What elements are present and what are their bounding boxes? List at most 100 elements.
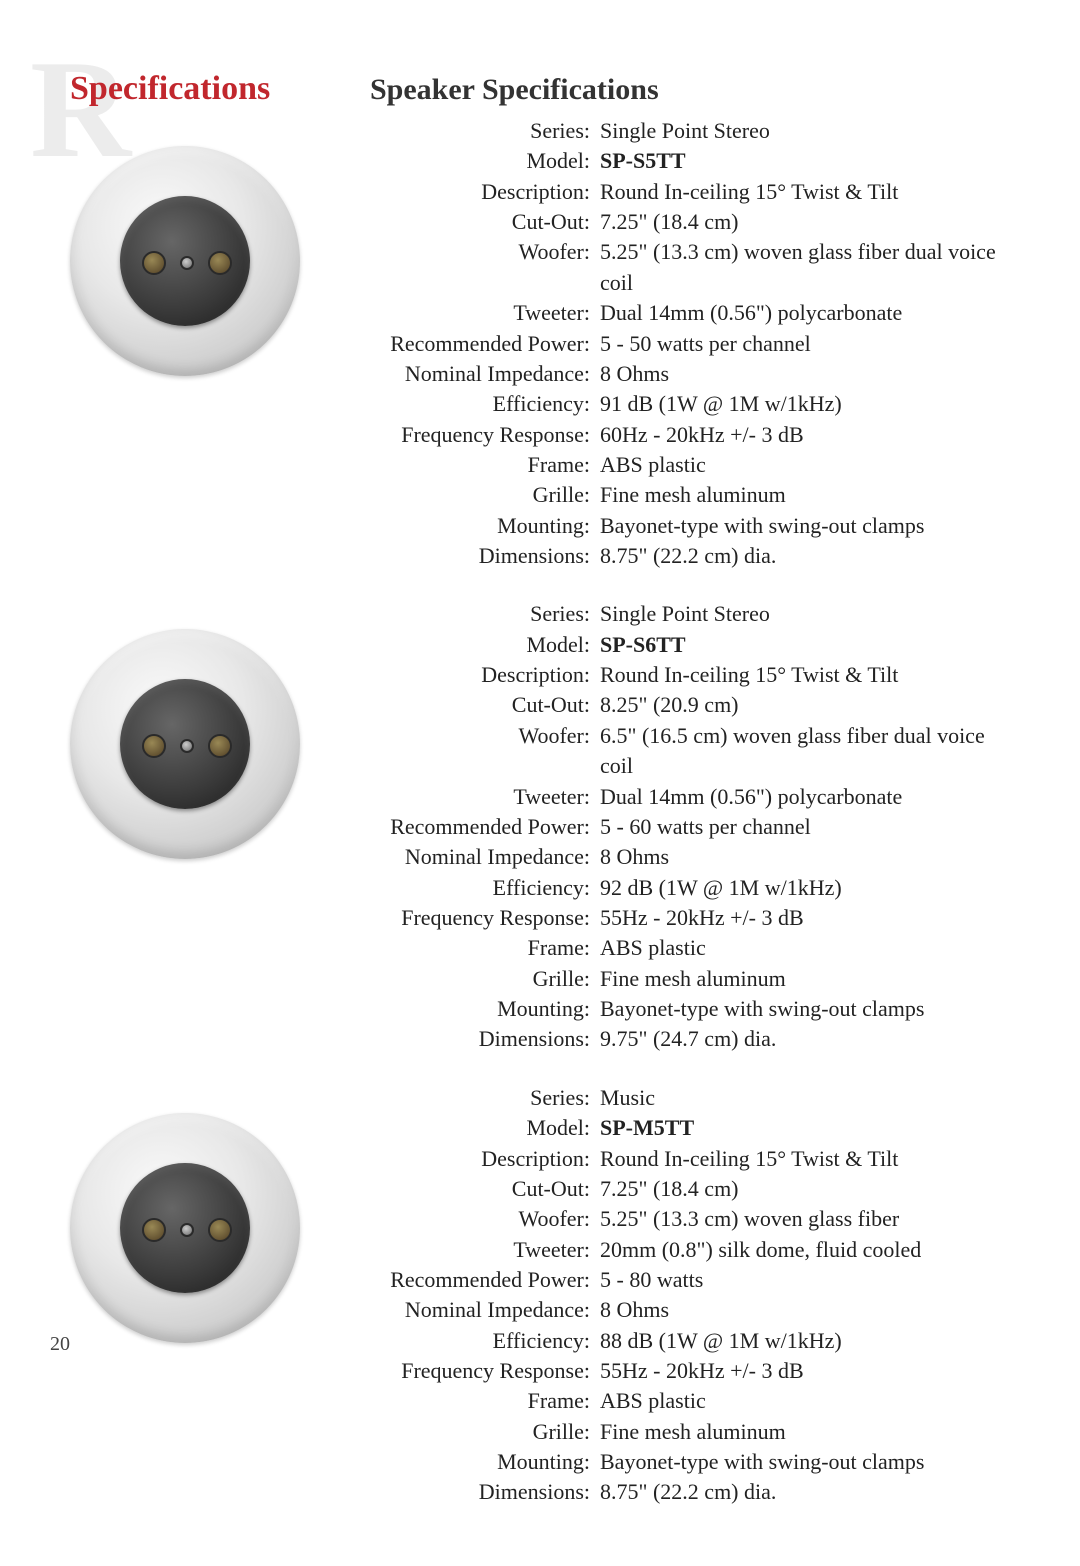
tweeter-icon (208, 251, 232, 275)
spec-row: Frame:ABS plastic (370, 933, 1010, 963)
product-block: Series:Single Point StereoModel:SP-S5TT D… (70, 116, 1010, 571)
spec-value: Dual 14mm (0.56") polycarbonate (600, 782, 1010, 812)
tweeter-center-icon (180, 1223, 194, 1237)
product-image-column (70, 599, 370, 1054)
spec-value: ABS plastic (600, 450, 1010, 480)
spec-row: Nominal Impedance:8 Ohms (370, 842, 1010, 872)
spec-label: Efficiency: (370, 873, 600, 903)
spec-label: Mounting: (370, 511, 600, 541)
spec-value: 60Hz - 20kHz +/- 3 dB (600, 420, 1010, 450)
spec-row: Mounting:Bayonet-type with swing-out cla… (370, 994, 1010, 1024)
spec-value: Music (600, 1083, 1010, 1113)
spec-label: Frame: (370, 450, 600, 480)
spec-label: Tweeter: (370, 782, 600, 812)
speaker-image (70, 1113, 300, 1343)
spec-value: Bayonet-type with swing-out clamps (600, 1447, 1010, 1477)
spec-label: Model: (370, 1113, 600, 1143)
spec-row: Recommended Power:5 - 50 watts per chann… (370, 329, 1010, 359)
spec-value: Single Point Stereo (600, 599, 1010, 629)
spec-value: 8.75" (22.2 cm) dia. (600, 1477, 1010, 1507)
spec-label: Cut-Out: (370, 690, 600, 720)
page-number: 20 (50, 1333, 70, 1356)
spec-value: Fine mesh aluminum (600, 1417, 1010, 1447)
spec-table: Series:MusicModel:SP-M5TTDescription:Rou… (370, 1083, 1010, 1508)
spec-label: Series: (370, 599, 600, 629)
speaker-image (70, 146, 300, 376)
spec-row: Grille:Fine mesh aluminum (370, 1417, 1010, 1447)
spec-value: 5 - 60 watts per channel (600, 812, 1010, 842)
spec-label: Woofer: (370, 721, 600, 782)
spec-row: Efficiency:88 dB (1W @ 1M w/1kHz) (370, 1326, 1010, 1356)
spec-row: Efficiency:92 dB (1W @ 1M w/1kHz) (370, 873, 1010, 903)
spec-label: Nominal Impedance: (370, 359, 600, 389)
spec-value: 8.25" (20.9 cm) (600, 690, 1010, 720)
spec-row: Dimensions:9.75" (24.7 cm) dia. (370, 1024, 1010, 1054)
spec-row: Woofer:6.5" (16.5 cm) woven glass fiber … (370, 721, 1010, 782)
spec-row: Series:Single Point Stereo (370, 116, 1010, 146)
spec-label: Nominal Impedance: (370, 1295, 600, 1325)
spec-label: Frame: (370, 1386, 600, 1416)
spec-label: Grille: (370, 1417, 600, 1447)
section-title: Specifications (70, 70, 370, 108)
spec-label: Grille: (370, 964, 600, 994)
spec-row: Woofer:5.25" (13.3 cm) woven glass fiber… (370, 237, 1010, 298)
spec-value: Fine mesh aluminum (600, 964, 1010, 994)
spec-row: Nominal Impedance:8 Ohms (370, 1295, 1010, 1325)
spec-label: Efficiency: (370, 1326, 600, 1356)
tweeter-icon (142, 1218, 166, 1242)
spec-value: Single Point Stereo (600, 116, 1010, 146)
spec-value: Round In-ceiling 15° Twist & Tilt (600, 177, 1010, 207)
spec-value: 8.75" (22.2 cm) dia. (600, 541, 1010, 571)
products-container: Series:Single Point StereoModel:SP-S5TTD… (70, 116, 1010, 1508)
spec-row: Model:SP-S5TT (370, 146, 1010, 176)
spec-row: Mounting:Bayonet-type with swing-out cla… (370, 1447, 1010, 1477)
spec-label: Woofer: (370, 237, 600, 298)
spec-row: Recommended Power:5 - 60 watts per chann… (370, 812, 1010, 842)
tweeter-center-icon (180, 739, 194, 753)
spec-row: Grille:Fine mesh aluminum (370, 480, 1010, 510)
spec-value: 8 Ohms (600, 1295, 1010, 1325)
spec-row: Woofer:5.25" (13.3 cm) woven glass fiber (370, 1204, 1010, 1234)
spec-label: Recommended Power: (370, 1265, 600, 1295)
spec-table: Series:Single Point StereoModel:SP-S5TT D… (370, 116, 1010, 571)
spec-value: Bayonet-type with swing-out clamps (600, 511, 1010, 541)
product-block: Series:MusicModel:SP-M5TTDescription:Rou… (70, 1083, 1010, 1508)
spec-label: Series: (370, 116, 600, 146)
spec-value: 88 dB (1W @ 1M w/1kHz) (600, 1326, 1010, 1356)
spec-row: Cut-Out:8.25" (20.9 cm) (370, 690, 1010, 720)
spec-value: 7.25" (18.4 cm) (600, 207, 1010, 237)
spec-value: Round In-ceiling 15° Twist & Tilt (600, 1144, 1010, 1174)
spec-value: ABS plastic (600, 933, 1010, 963)
spec-value: Round In-ceiling 15° Twist & Tilt (600, 660, 1010, 690)
spec-row: Series:Single Point Stereo (370, 599, 1010, 629)
spec-value: SP-S5TT (600, 146, 1010, 176)
spec-row: Tweeter:20mm (0.8") silk dome, fluid coo… (370, 1235, 1010, 1265)
spec-value: 55Hz - 20kHz +/- 3 dB (600, 903, 1010, 933)
spec-row: Frequency Response:55Hz - 20kHz +/- 3 dB (370, 1356, 1010, 1386)
spec-label: Dimensions: (370, 541, 600, 571)
spec-label: Model: (370, 630, 600, 660)
spec-value: 5.25" (13.3 cm) woven glass fiber (600, 1204, 1010, 1234)
spec-value: 8 Ohms (600, 359, 1010, 389)
spec-row: Series:Music (370, 1083, 1010, 1113)
spec-label: Tweeter: (370, 1235, 600, 1265)
spec-label: Dimensions: (370, 1024, 600, 1054)
header-row: Specifications Speaker Specifications (70, 70, 1010, 108)
spec-label: Frame: (370, 933, 600, 963)
spec-label: Model: (370, 146, 600, 176)
spec-row: Frame:ABS plastic (370, 1386, 1010, 1416)
spec-label: Efficiency: (370, 389, 600, 419)
spec-label: Mounting: (370, 994, 600, 1024)
tweeter-icon (142, 734, 166, 758)
spec-label: Woofer: (370, 1204, 600, 1234)
spec-label: Recommended Power: (370, 812, 600, 842)
spec-value: 5 - 80 watts (600, 1265, 1010, 1295)
spec-label: Nominal Impedance: (370, 842, 600, 872)
spec-row: Dimensions:8.75" (22.2 cm) dia. (370, 1477, 1010, 1507)
spec-title: Speaker Specifications (370, 73, 659, 107)
spec-row: Tweeter:Dual 14mm (0.56") polycarbonate (370, 782, 1010, 812)
spec-label: Description: (370, 660, 600, 690)
spec-value: 20mm (0.8") silk dome, fluid cooled (600, 1235, 1010, 1265)
spec-row: Model:SP-M5TT (370, 1113, 1010, 1143)
spec-value: 7.25" (18.4 cm) (600, 1174, 1010, 1204)
